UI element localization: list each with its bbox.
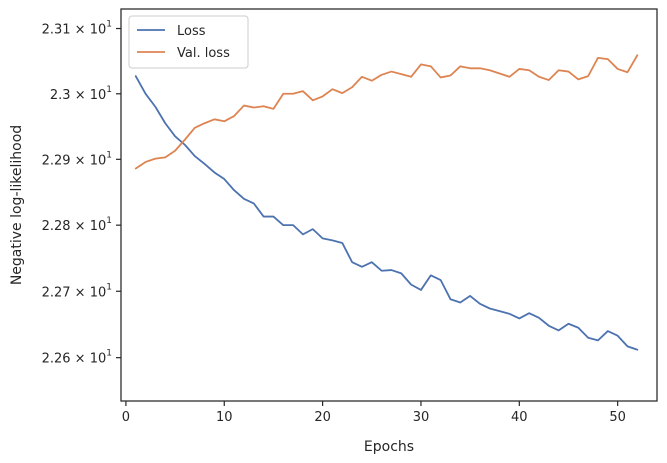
- x-tick-label: 40: [511, 410, 528, 425]
- x-axis-label: Epochs: [364, 439, 414, 455]
- y-tick-label: 2.3 × 101: [50, 85, 112, 103]
- series-line-val-loss: [134, 54, 639, 170]
- x-tick-label: 20: [314, 410, 331, 425]
- y-axis-label: Negative log-likelihood: [9, 125, 25, 285]
- plot-area: [120, 8, 658, 402]
- y-tick-label: 2.27 × 101: [42, 282, 112, 300]
- y-tick-label: 2.31 × 101: [42, 20, 112, 38]
- x-axis: 0 10 20 30 40 50: [122, 401, 626, 425]
- legend-label: Loss: [177, 24, 206, 39]
- y-tick-label: 2.28 × 101: [42, 216, 112, 234]
- legend-box: [128, 15, 249, 69]
- legend: Loss Val. loss: [128, 15, 249, 69]
- y-tick-label: 2.26 × 101: [42, 349, 112, 367]
- axes-frame: [120, 8, 658, 402]
- series-line-loss: [134, 75, 639, 351]
- x-tick-label: 50: [609, 410, 626, 425]
- x-tick-label: 30: [413, 410, 430, 425]
- y-tick-label: 2.29 × 101: [42, 150, 112, 168]
- series-layer: [134, 54, 639, 351]
- x-tick-label: 10: [216, 410, 233, 425]
- x-tick-label: 0: [122, 410, 130, 425]
- y-axis: 2.26 × 101 2.27 × 101 2.28 × 101 2.29 × 101…: [42, 20, 121, 367]
- legend-label: Val. loss: [177, 46, 230, 61]
